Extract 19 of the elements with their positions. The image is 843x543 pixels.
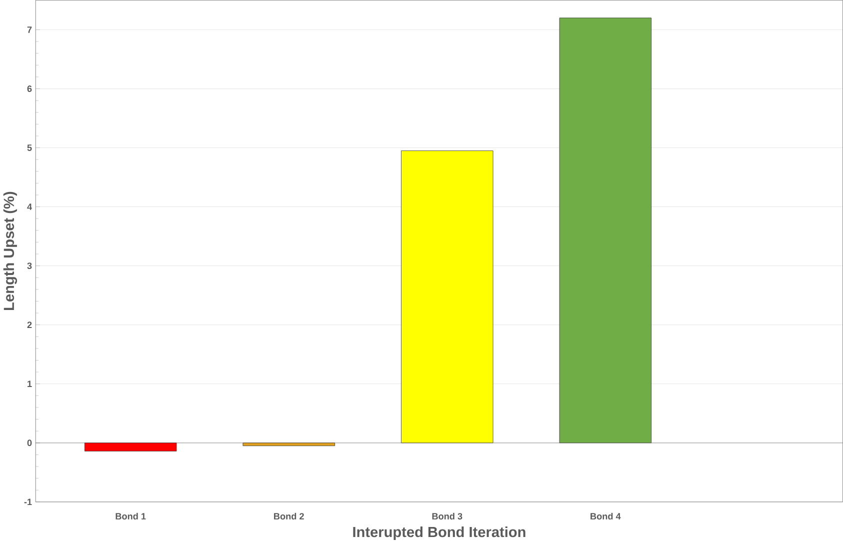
x-tick-label: Bond 3 [432, 512, 462, 520]
y-tick-label: 4 [27, 203, 32, 210]
y-axis-title: Length Upset (%) [3, 192, 18, 310]
y-tick-label: 0 [27, 439, 32, 446]
y-tick-label: 6 [27, 85, 32, 92]
bar [401, 150, 494, 443]
x-tick-label: Bond 4 [590, 512, 621, 520]
y-tick-label: 3 [27, 262, 32, 269]
y-tick-label: 2 [27, 321, 32, 328]
x-tick-label: Bond 2 [274, 512, 304, 520]
bar [84, 442, 177, 452]
y-tick-label: 5 [27, 144, 32, 151]
x-axis-title: Interupted Bond Iteration [353, 526, 526, 540]
y-tick-label: 1 [28, 380, 32, 387]
bar [242, 442, 335, 446]
x-tick-label: Bond 1 [116, 512, 146, 520]
bar [559, 18, 652, 443]
y-tick-label: -1 [24, 498, 32, 505]
y-tick-label: 7 [27, 26, 32, 33]
